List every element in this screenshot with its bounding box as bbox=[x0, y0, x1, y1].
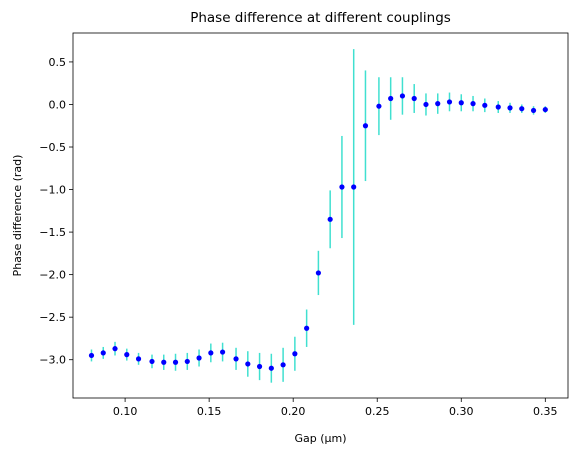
data-point bbox=[351, 184, 357, 190]
data-point bbox=[256, 363, 263, 370]
x-tick-label: 0.15 bbox=[197, 405, 222, 418]
y-tick-label: −0.5 bbox=[39, 141, 66, 154]
data-point bbox=[100, 350, 106, 356]
data-point bbox=[161, 359, 167, 365]
x-tick-label: 0.20 bbox=[281, 405, 306, 418]
errorbar-group bbox=[90, 49, 547, 383]
data-point bbox=[411, 95, 417, 102]
data-point bbox=[112, 346, 118, 352]
data-point bbox=[423, 101, 429, 108]
data-point bbox=[135, 356, 142, 362]
data-point bbox=[507, 105, 513, 111]
x-tick-label: 0.25 bbox=[365, 405, 390, 418]
x-tick-label: 0.35 bbox=[533, 405, 558, 418]
data-point bbox=[458, 100, 464, 106]
data-point bbox=[280, 362, 286, 368]
y-tick-label: 0.0 bbox=[49, 98, 67, 111]
data-point bbox=[399, 93, 406, 99]
data-point bbox=[542, 106, 548, 113]
data-point bbox=[482, 102, 488, 108]
x-tick-label: 0.10 bbox=[113, 405, 138, 418]
data-point bbox=[376, 103, 382, 109]
x-axis-ticks: 0.10 0.15 0.20 0.25 0.30 0.35 bbox=[113, 398, 558, 418]
y-axis-ticks: −3.0 −2.5 −2.0 −1.5 −1.0 −0.5 0.0 0.5 bbox=[39, 56, 73, 367]
data-point bbox=[519, 106, 525, 112]
plot-frame bbox=[72, 32, 569, 399]
y-tick-label: −2.5 bbox=[39, 311, 66, 324]
data-point bbox=[196, 355, 202, 361]
data-point bbox=[388, 95, 394, 102]
y-tick-label: 0.5 bbox=[49, 56, 67, 69]
y-tick-label: −2.0 bbox=[39, 269, 66, 282]
data-point bbox=[435, 101, 441, 107]
data-point bbox=[124, 352, 130, 358]
data-point bbox=[530, 107, 537, 114]
data-point bbox=[315, 270, 321, 276]
data-point bbox=[470, 101, 476, 107]
data-point bbox=[233, 356, 239, 362]
data-point bbox=[208, 350, 214, 356]
data-point bbox=[495, 104, 501, 110]
data-point bbox=[219, 349, 226, 355]
y-tick-label: −3.0 bbox=[39, 354, 66, 367]
data-point bbox=[292, 351, 298, 357]
y-axis-label: Phase difference (rad) bbox=[11, 155, 24, 277]
x-tick-label: 0.30 bbox=[449, 405, 474, 418]
data-point bbox=[446, 99, 453, 105]
data-point bbox=[327, 216, 333, 222]
point-group bbox=[88, 93, 548, 371]
chart-title: Phase difference at different couplings bbox=[190, 10, 451, 26]
data-point bbox=[304, 325, 310, 331]
data-point bbox=[245, 361, 251, 367]
y-tick-label: −1.5 bbox=[39, 226, 66, 239]
data-point bbox=[172, 359, 179, 365]
data-point bbox=[268, 365, 274, 371]
data-point bbox=[184, 358, 190, 365]
data-point bbox=[149, 358, 155, 365]
data-point bbox=[88, 352, 95, 359]
data-point bbox=[339, 184, 345, 190]
data-point bbox=[362, 123, 369, 129]
y-tick-label: −1.0 bbox=[39, 184, 66, 197]
x-axis-label: Gap (μm) bbox=[294, 432, 346, 445]
